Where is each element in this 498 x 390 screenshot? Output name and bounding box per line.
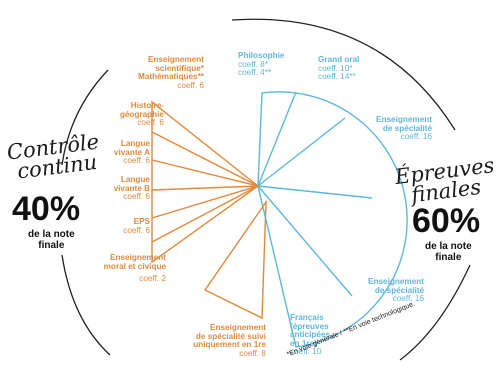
histoire-coeff: coeff. 6 [137, 118, 164, 128]
label-philosophie: Philosophie coeff. 8* coeff. 4** [238, 51, 308, 78]
label-langue-a: Langue vivante A coeff. 6 [88, 139, 150, 166]
spe1-line1: Enseignement [376, 115, 432, 124]
moral-line1: Enseignement [110, 253, 166, 262]
label-specialite-2: Enseignement de spécialité coeff. 16 [342, 277, 424, 304]
histoire-line2: géographie [119, 109, 164, 119]
epreuves-note: de la note finale [425, 241, 472, 263]
spe-1re-line3: uniquement en 1re [193, 340, 266, 350]
spe1-line2: de spécialité [382, 123, 432, 133]
controle-percent: 40% [12, 190, 81, 228]
orange-specialite-slice [203, 199, 267, 320]
epreuves-note-line2: finale [435, 251, 462, 263]
label-langue-b: Langue vivante B coeff. 6 [88, 175, 150, 202]
ens-sci-line1: Enseignement [148, 55, 204, 64]
spe-1re-line2: de spécialité suivi [195, 331, 266, 341]
eps-line1: EPS [133, 217, 150, 226]
blue-divider-philo [257, 91, 297, 187]
ens-sci-line2: scientifique* [155, 63, 204, 73]
label-specialite-1re: Enseignement de spécialité suivi uniquem… [168, 323, 266, 358]
outer-arc-right-bottom [399, 264, 471, 361]
label-specialite-1: Enseignement de spécialité coeff. 16 [350, 115, 432, 142]
philo-line1: Philosophie [238, 51, 285, 60]
moral-line2: moral et civique [103, 261, 166, 271]
spe-1re-coeff: coeff. 8 [239, 348, 266, 358]
langue-a-line1: Langue [120, 139, 150, 148]
francais-line1: Français [290, 313, 324, 322]
spe2-coeff: coeff. 16 [392, 294, 424, 304]
controle-note-line2: finale [38, 239, 65, 251]
epreuves-note-line1: de la note [425, 241, 472, 252]
blue-divider-spe2 [257, 185, 353, 297]
label-enseignement-scientifique: Enseignement scientifique* Mathématiques… [108, 55, 204, 90]
controle-note: de la note finale [28, 229, 75, 251]
francais-coeff: coeff. 10 [290, 347, 322, 357]
spe-1re-line1: Enseignement [210, 323, 266, 332]
orange-fan-outline [151, 100, 260, 264]
blue-segments [257, 91, 408, 348]
orange-divider-3 [151, 185, 259, 191]
label-histoire-geo: Histoire- géographie coeff. 6 [88, 101, 164, 128]
orange-divider-1 [151, 131, 259, 187]
ens-sci-line3: Mathématiques** [138, 72, 204, 82]
langue-a-coeff: coeff. 6 [123, 156, 150, 166]
francais-line3: anticipées [290, 330, 331, 340]
grand-oral-coeff-general: coeff. 10* [318, 63, 353, 73]
moral-coeff: coeff. 2 [139, 274, 166, 284]
blue-divider-spe [257, 185, 373, 199]
label-eps: EPS coeff. 6 [88, 217, 150, 235]
langue-b-coeff: coeff. 6 [123, 192, 150, 202]
philo-coeff-techno: coeff. 4** [238, 68, 272, 78]
francais-line4: en 1re) [290, 338, 317, 348]
outer-arc-left-top [61, 69, 109, 166]
orange-divider-2 [151, 159, 259, 187]
outer-arc-right-top [231, 18, 456, 131]
blue-outline [257, 91, 408, 348]
spe2-line1: Enseignement [368, 277, 424, 286]
outer-arc-left-bottom [61, 254, 111, 356]
philo-coeff-general: coeff. 8* [238, 59, 268, 69]
histoire-line1: Histoire- [130, 101, 164, 110]
label-grand-oral: Grand oral coeff. 10* coeff. 14** [318, 55, 388, 82]
spe1-coeff: coeff. 16 [400, 132, 432, 142]
ens-sci-coeff: coeff. 6 [177, 80, 204, 90]
orange-divider-4 [151, 185, 259, 219]
grand-oral-line1: Grand oral [318, 55, 360, 64]
langue-a-line2: vivante A [113, 147, 150, 157]
orange-divider-5 [151, 185, 259, 243]
epreuves-percent: 60% [412, 202, 481, 240]
langue-b-line2: vivante B [113, 183, 150, 193]
francais-line2: (épreuves [290, 321, 329, 331]
grand-oral-coeff-techno: coeff. 14** [318, 72, 356, 82]
orange-segments [151, 100, 267, 320]
spe2-line2: de spécialité [374, 285, 424, 295]
blue-divider-oral [257, 117, 346, 187]
controle-note-line1: de la note [28, 229, 75, 240]
eps-coeff: coeff. 6 [123, 225, 150, 235]
label-francais: Français (épreuves anticipées en 1re) co… [290, 313, 360, 357]
label-moral-civique: Enseignement moral et civique coeff. 2 [70, 253, 166, 284]
langue-b-line1: Langue [120, 175, 150, 184]
